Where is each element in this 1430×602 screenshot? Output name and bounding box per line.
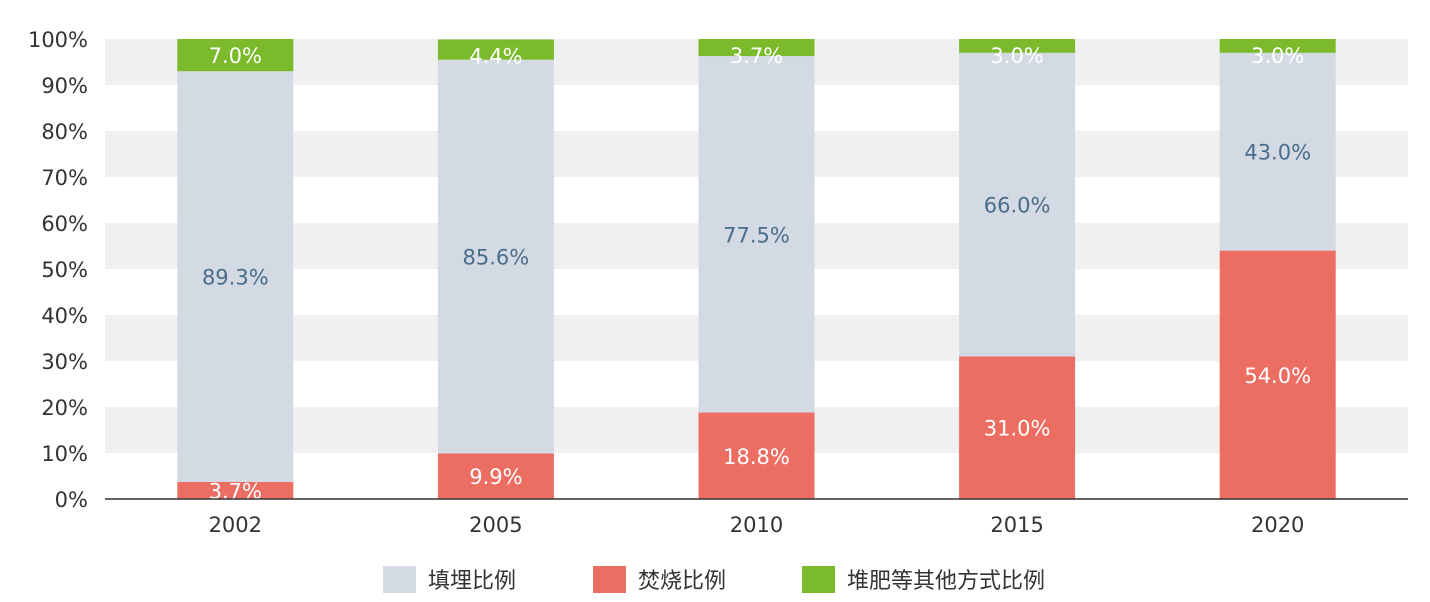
x-tick-label: 2015 <box>990 513 1043 537</box>
x-tick-label: 2020 <box>1251 513 1304 537</box>
bar-segment <box>437 59 554 454</box>
legend-item-landfill: 填埋比例 <box>383 563 516 595</box>
bar-segment <box>1219 250 1336 499</box>
bar-segment <box>959 356 1076 499</box>
bar-value-label: 4.4% <box>469 44 522 68</box>
y-tick-label: 40% <box>41 304 88 328</box>
bar-value-label: 18.8% <box>723 445 790 469</box>
bar-value-label: 3.7% <box>730 44 783 68</box>
y-tick-label: 80% <box>41 120 88 144</box>
y-tick-label: 90% <box>41 74 88 98</box>
y-tick-label: 50% <box>41 258 88 282</box>
bar-value-label: 3.0% <box>990 44 1043 68</box>
y-tick-label: 30% <box>41 350 88 374</box>
bar-segment <box>1219 52 1336 251</box>
y-tick-label: 60% <box>41 212 88 236</box>
bar-segment <box>177 39 294 72</box>
bar-value-label: 7.0% <box>209 44 262 68</box>
x-tick-label: 2005 <box>469 513 522 537</box>
bar-value-label: 54.0% <box>1244 364 1311 388</box>
bar-value-label: 31.0% <box>984 417 1051 441</box>
bar-segment <box>698 412 815 499</box>
bar-segment <box>698 39 815 57</box>
bar-value-label: 43.0% <box>1244 141 1311 165</box>
y-tick-label: 10% <box>41 442 88 466</box>
y-tick-label: 70% <box>41 166 88 190</box>
bar-segment <box>959 39 1076 53</box>
x-tick-label: 2010 <box>730 513 783 537</box>
legend-swatch-incineration <box>593 565 626 593</box>
legend-label-compost-other: 堆肥等其他方式比例 <box>847 569 1046 594</box>
x-tick-label: 2002 <box>209 513 262 537</box>
bar-value-label: 77.5% <box>723 223 790 247</box>
bar-segment <box>698 56 815 413</box>
bar-segment <box>177 71 294 482</box>
y-tick-label: 0% <box>55 488 88 512</box>
bar-value-label: 3.7% <box>209 479 262 503</box>
legend: 填埋比例 焚烧比例 堆肥等其他方式比例 <box>0 563 1430 595</box>
legend-item-incineration: 焚烧比例 <box>593 563 726 595</box>
bar-value-label: 66.0% <box>984 194 1051 218</box>
legend-label-incineration: 焚烧比例 <box>638 569 727 594</box>
bar-segment <box>437 453 554 499</box>
bar-value-label: 9.9% <box>469 465 522 489</box>
bar-value-label: 3.0% <box>1251 44 1304 68</box>
bar-segment <box>1219 39 1336 53</box>
legend-label-landfill: 填埋比例 <box>428 569 517 594</box>
bar-segment <box>177 481 294 499</box>
bar-segment <box>959 52 1076 357</box>
bar-segment <box>437 39 554 60</box>
legend-swatch-landfill <box>383 565 416 593</box>
bar-value-label: 89.3% <box>202 266 269 290</box>
y-tick-label: 20% <box>41 396 88 420</box>
legend-item-compost-other: 堆肥等其他方式比例 <box>802 563 1045 595</box>
legend-swatch-compost-other <box>802 565 835 593</box>
y-tick-label: 100% <box>28 28 88 52</box>
bar-value-label: 85.6% <box>463 246 530 270</box>
